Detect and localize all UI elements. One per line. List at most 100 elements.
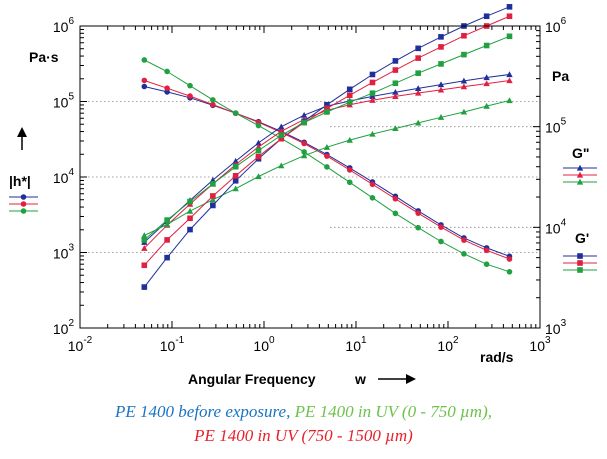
data-point <box>392 195 399 202</box>
series-line <box>143 15 510 266</box>
legend-marker <box>20 208 27 214</box>
data-point <box>255 122 262 129</box>
data-point <box>369 90 376 97</box>
legend-marker <box>20 194 27 200</box>
x-tick-label: 10-2 <box>68 335 93 354</box>
legend-g-prime-0 <box>563 253 597 259</box>
right-y-tick-label: 103 <box>545 318 567 337</box>
x-tick-label: 100 <box>253 335 275 354</box>
left-y-tick-label: 104 <box>53 167 75 186</box>
left-y-tick-label: 102 <box>53 318 75 337</box>
data-point <box>278 135 285 142</box>
data-point <box>438 224 444 230</box>
legend-g-double-prime-1 <box>563 171 597 178</box>
legend-marker <box>576 178 584 185</box>
data-point <box>483 247 490 254</box>
data-point <box>369 71 376 78</box>
data-point <box>506 4 513 10</box>
right-axis-unit: Pa <box>552 68 569 84</box>
caption-line-1: PE 1400 before exposure, PE 1400 in UV (… <box>0 402 607 422</box>
data-point <box>164 85 170 92</box>
data-point <box>141 232 148 239</box>
data-point <box>438 34 444 40</box>
series-8 <box>141 33 513 243</box>
data-point <box>438 44 444 50</box>
x-tick-label: 103 <box>529 335 551 354</box>
data-point <box>141 237 148 243</box>
data-point <box>414 85 422 91</box>
data-point <box>255 153 262 160</box>
legend-marker <box>577 253 583 259</box>
data-point <box>438 61 444 67</box>
data-point <box>415 55 421 61</box>
legend-g-prime-1 <box>563 260 597 266</box>
x-axis-label-symbol: w <box>354 371 366 387</box>
right-y-tick-label: 106 <box>545 16 567 35</box>
data-point <box>187 215 193 222</box>
data-point <box>300 111 308 118</box>
series-7 <box>141 13 513 269</box>
data-point <box>186 207 194 214</box>
legend-eta-0 <box>9 194 38 200</box>
legend-marker <box>576 171 584 178</box>
left-y-tick-label: 106 <box>53 16 75 35</box>
data-point <box>278 123 285 130</box>
caption-uv-750-1500: PE 1400 in UV (750 - 1500 µm) <box>194 426 413 445</box>
data-point <box>369 79 376 86</box>
x-axis-unit: rad/s <box>480 349 514 365</box>
data-point <box>506 77 513 84</box>
right-axis-label-g-prime: G' <box>575 230 589 246</box>
caption-uv-0-750: PE 1400 in UV (0 - 750 µm), <box>294 402 492 421</box>
data-point <box>369 195 376 201</box>
data-point <box>255 147 262 154</box>
legend-marker <box>20 201 27 207</box>
data-point <box>301 140 307 147</box>
data-point <box>301 119 307 126</box>
data-point <box>210 97 216 103</box>
data-point <box>346 167 353 173</box>
data-point <box>437 114 445 120</box>
data-point <box>141 77 148 84</box>
data-point <box>483 13 490 20</box>
data-point <box>346 92 353 99</box>
x-tick-label: 102 <box>437 335 459 354</box>
data-point <box>209 196 217 203</box>
data-point <box>483 102 490 109</box>
data-point <box>187 226 193 233</box>
data-point <box>437 81 445 88</box>
right-y-tick-label: 104 <box>545 217 567 236</box>
left-axis-label: |h*| <box>9 173 31 189</box>
legend-g-double-prime-2 <box>563 178 597 185</box>
data-point <box>461 32 467 39</box>
right-axis-label-g-double-prime: G" <box>572 145 590 161</box>
legend-eta-2 <box>9 208 38 214</box>
data-point <box>210 193 216 199</box>
left-axis-unit: Pa·s <box>29 49 59 65</box>
data-point <box>141 245 148 251</box>
data-point <box>164 237 170 243</box>
data-point <box>415 224 421 231</box>
data-point <box>461 237 467 243</box>
data-point <box>324 164 330 170</box>
data-point <box>255 173 262 180</box>
data-point <box>210 181 216 187</box>
x-tick-label: 10-1 <box>160 335 185 354</box>
data-point <box>255 139 262 146</box>
caption-line-2: PE 1400 in UV (750 - 1500 µm) <box>0 426 607 446</box>
data-point <box>278 162 285 169</box>
data-point <box>141 83 148 90</box>
data-point <box>232 163 239 170</box>
legend-marker <box>576 164 584 171</box>
data-point <box>141 57 148 63</box>
data-point <box>506 13 513 20</box>
data-point <box>437 86 445 93</box>
x-axis-label: Angular Frequency <box>188 371 316 387</box>
left-y-tick-label: 103 <box>53 243 75 262</box>
data-point <box>163 221 171 227</box>
data-point <box>460 108 468 115</box>
legend-g-prime-2 <box>563 267 597 273</box>
legend-layer <box>9 164 597 273</box>
data-point <box>323 144 331 150</box>
data-point <box>324 105 330 112</box>
series-2 <box>141 57 513 275</box>
